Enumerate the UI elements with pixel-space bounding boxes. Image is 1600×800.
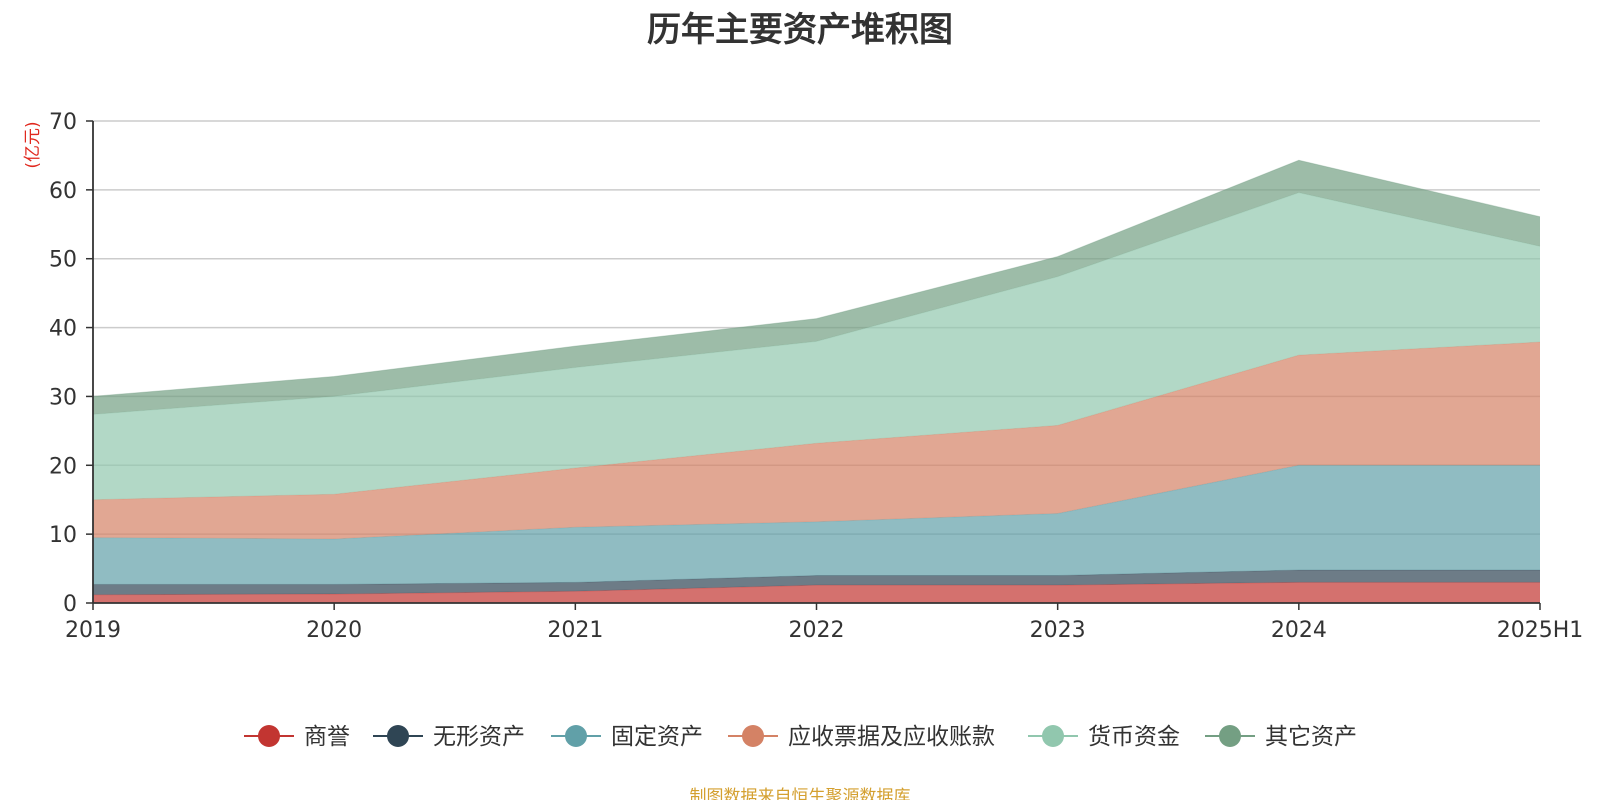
legend-label-2[interactable]: 固定资产: [611, 724, 703, 750]
legend-marker-1[interactable]: [387, 725, 409, 747]
y-tick-label-40: 40: [49, 317, 77, 342]
y-axis-label: (亿元): [23, 121, 43, 168]
y-tick-label-50: 50: [49, 248, 77, 273]
y-tick-label-10: 10: [49, 523, 77, 548]
legend-label-5[interactable]: 其它资产: [1265, 724, 1357, 750]
x-tick-label-3: 2022: [789, 618, 845, 643]
x-tick-label-0: 2019: [65, 618, 121, 643]
legend-marker-4[interactable]: [1042, 725, 1064, 747]
legend-label-3[interactable]: 应收票据及应收账款: [788, 724, 995, 750]
area-series-5: [93, 160, 1540, 415]
y-tick-label-20: 20: [49, 454, 77, 479]
y-tick-label-70: 70: [49, 110, 77, 135]
area-series-4: [93, 192, 1540, 500]
legend-marker-0[interactable]: [258, 725, 280, 747]
area-series-2: [93, 465, 1540, 585]
chart-source: 制图数据来自恒生聚源数据库: [689, 787, 911, 800]
y-tick-label-30: 30: [49, 385, 77, 410]
legend-marker-3[interactable]: [742, 725, 764, 747]
legend-label-4[interactable]: 货币资金: [1088, 724, 1180, 750]
x-tick-label-1: 2020: [306, 618, 362, 643]
x-tick-label-2: 2021: [547, 618, 603, 643]
area-series-1: [93, 569, 1540, 595]
area-series-3: [93, 342, 1540, 539]
x-tick-label-6: 2025H1: [1497, 618, 1584, 643]
chart-title: 历年主要资产堆积图: [647, 10, 953, 50]
y-tick-label-0: 0: [63, 592, 77, 617]
x-tick-label-4: 2023: [1030, 618, 1086, 643]
legend-label-1[interactable]: 无形资产: [433, 724, 525, 750]
y-tick-label-60: 60: [49, 179, 77, 204]
area-series-0: [93, 582, 1540, 603]
legend-marker-5[interactable]: [1219, 725, 1241, 747]
x-tick-label-5: 2024: [1271, 618, 1327, 643]
legend-label-0[interactable]: 商誉: [304, 724, 350, 750]
line-series-5: [92, 159, 1541, 397]
legend-marker-2[interactable]: [565, 725, 587, 747]
